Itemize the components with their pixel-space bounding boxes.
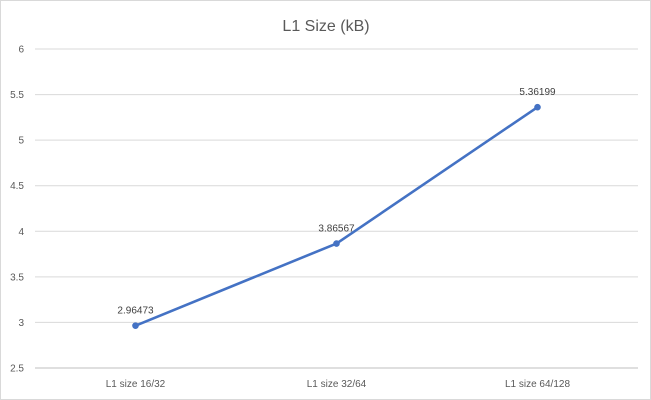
- chart-title: L1 Size (kB): [282, 18, 369, 35]
- y-tick-label: 2.5: [10, 364, 24, 375]
- y-tick-label: 4.5: [10, 181, 24, 192]
- y-axis-ticks: 2.5 3 3.5 4 4.5 5 5.5 6: [10, 45, 24, 375]
- data-label: 2.96473: [117, 306, 154, 317]
- data-point: [132, 322, 139, 329]
- x-tick-label: L1 size 16/32: [106, 379, 166, 390]
- y-tick-label: 3: [18, 318, 24, 329]
- x-axis-ticks: L1 size 16/32 L1 size 32/64 L1 size 64/128: [106, 379, 571, 390]
- y-tick-label: 6: [18, 45, 24, 56]
- data-label: 5.36199: [519, 87, 556, 98]
- data-labels: 2.96473 3.86567 5.36199: [117, 87, 556, 316]
- x-tick-label: L1 size 32/64: [307, 379, 367, 390]
- y-tick-label: 4: [18, 227, 24, 238]
- data-point: [534, 103, 541, 111]
- y-tick-label: 3.5: [10, 272, 24, 283]
- data-label: 3.86567: [318, 224, 355, 235]
- y-tick-label: 5: [18, 136, 24, 147]
- series-layer: [132, 103, 541, 329]
- x-tick-label: L1 size 64/128: [505, 379, 570, 390]
- y-tick-label: 5.5: [10, 90, 24, 101]
- data-point: [333, 240, 340, 247]
